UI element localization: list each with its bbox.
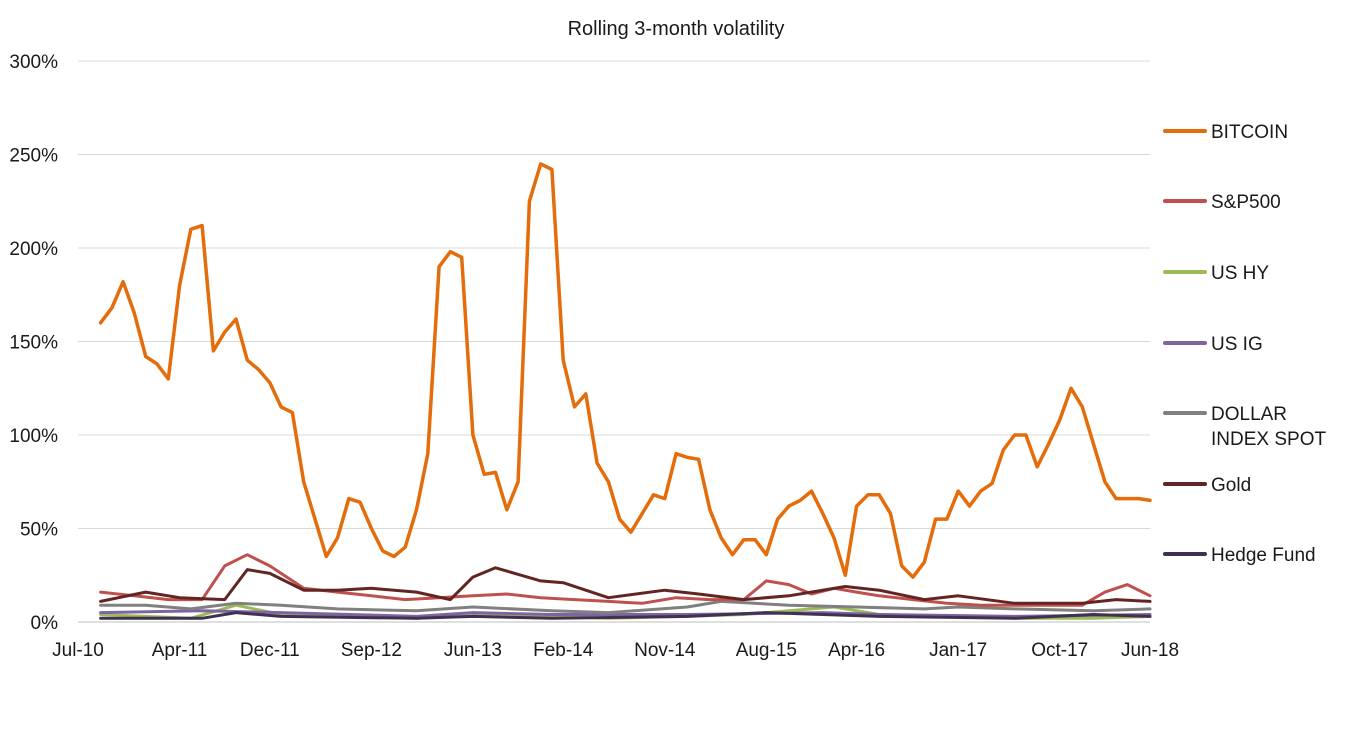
chart-title: Rolling 3-month volatility bbox=[568, 18, 785, 40]
legend-label: S&P500 bbox=[1211, 192, 1281, 213]
y-tick-label: 150% bbox=[9, 333, 58, 354]
x-tick-label: Feb-14 bbox=[533, 640, 594, 661]
y-tick-label: 200% bbox=[9, 239, 58, 260]
y-axis-tick-labels: 0% 50% 100% 150% 200% 250% 300% bbox=[9, 52, 58, 634]
gridlines bbox=[78, 60, 1150, 623]
legend-label: DOLLAR INDEX SPOT bbox=[1211, 404, 1326, 450]
series-line-dollar-index-spot bbox=[99, 599, 1152, 615]
legend-label: Gold bbox=[1211, 475, 1251, 496]
series-line-us-ig bbox=[99, 609, 1152, 618]
x-tick-label: Nov-14 bbox=[634, 640, 696, 661]
x-tick-label: Jan-17 bbox=[929, 640, 987, 661]
x-tick-label: Sep-12 bbox=[341, 640, 402, 661]
y-tick-label: 250% bbox=[9, 146, 58, 167]
series-line-bitcoin bbox=[98, 162, 1152, 579]
y-tick-label: 50% bbox=[20, 520, 58, 541]
series-lines bbox=[98, 162, 1152, 620]
x-tick-label: Aug-15 bbox=[736, 640, 797, 661]
series-line-gold bbox=[99, 566, 1152, 605]
x-tick-label: Oct-17 bbox=[1031, 640, 1088, 661]
x-axis-tick-labels: Jul-10 Apr-11 Dec-11 Sep-12 Jun-13 Feb-14 Nov-… bbox=[52, 640, 1179, 661]
legend-label: US IG bbox=[1211, 334, 1263, 355]
x-tick-label: Dec-11 bbox=[240, 640, 300, 661]
series-line-hedge-fund bbox=[99, 611, 1152, 620]
y-tick-label: 300% bbox=[9, 52, 58, 73]
legend: BITCOIN S&P500 US HY US IG DOLLAR INDEX SPOT G… bbox=[1163, 122, 1326, 566]
x-tick-label: Jun-13 bbox=[444, 640, 502, 661]
legend-label: BITCOIN bbox=[1211, 122, 1288, 143]
x-tick-label: Apr-16 bbox=[828, 640, 885, 661]
series-line-s-p500 bbox=[99, 553, 1152, 607]
y-tick-label: 0% bbox=[31, 613, 59, 634]
y-tick-label: 100% bbox=[9, 426, 58, 447]
x-tick-label: Jun-18 bbox=[1121, 640, 1179, 661]
legend-label: US HY bbox=[1211, 263, 1269, 284]
legend-label: Hedge Fund bbox=[1211, 545, 1316, 566]
x-tick-label: Apr-11 bbox=[152, 640, 208, 661]
x-tick-label: Jul-10 bbox=[52, 640, 104, 661]
